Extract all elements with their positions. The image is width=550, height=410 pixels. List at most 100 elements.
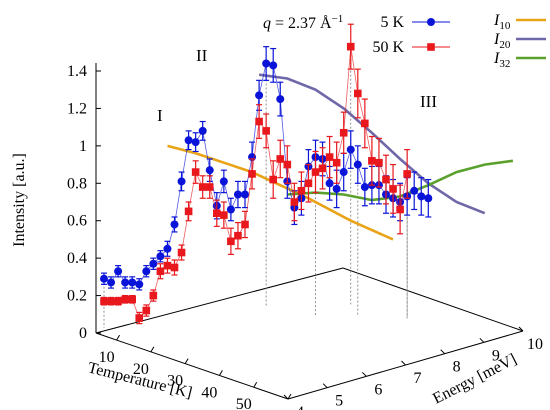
temperature-tick [150,346,155,353]
energy-tick-label: 10 [527,336,543,353]
point-50k [375,158,383,167]
point-50k [332,158,341,167]
point-5k [163,244,172,253]
point-50k [389,185,397,193]
point-5k [198,126,207,135]
energy-tick [283,394,289,400]
y-tick-label: 0.6 [67,213,87,230]
point-50k [198,183,207,191]
energy-tick-label: 8 [453,359,461,376]
point-50k [121,295,129,304]
point-5k [424,194,433,203]
point-50k [368,157,376,165]
point-5k [410,186,419,195]
point-50k [304,179,313,188]
legend-label-I20: I20 [493,31,511,51]
legend-marker-50k [427,43,435,51]
point-5k [233,190,242,199]
energy-tick-label: 9 [492,347,500,364]
legend-label-5k: 5 K [380,14,404,31]
energy-tick [479,337,485,343]
point-5k [121,278,130,287]
series-line-50k [104,46,408,319]
point-50k [290,198,299,206]
point-50k [361,119,369,128]
legend-label-I32: I32 [493,50,510,70]
energy-tick-label: 4 [296,404,304,410]
point-50k [276,155,285,163]
point-5k [149,259,158,268]
point-50k [100,297,108,305]
energy-tick [322,383,328,389]
point-50k [135,314,144,322]
annotation-I: I [157,106,163,125]
point-5k [241,190,249,199]
point-50k [297,186,306,195]
z-axis-label: Energy [meV] [430,351,519,408]
y-tick-label: 1.2 [67,100,87,117]
point-50k [403,170,411,178]
temperature-tick [116,334,121,341]
energy-tick [518,326,524,332]
y-tick-label: 1 [79,138,87,155]
point-5k [184,136,193,145]
point-50k [382,175,390,184]
energy-tick [440,349,446,355]
point-50k [318,164,327,173]
temperature-tick-label: 10 [99,349,115,366]
point-5k [219,177,228,186]
temperature-tick-label: 30 [167,373,183,390]
point-5k [191,138,200,147]
point-5k [177,177,186,186]
energy-tick-label: 5 [335,393,343,410]
point-50k [220,211,228,219]
y-axis-label: Intensity [a.u.] [11,153,28,247]
point-5k [269,61,278,70]
point-5k [107,278,116,287]
point-50k [156,267,165,276]
temperature-tick [184,358,189,364]
point-5k [114,267,123,276]
energy-tick [401,360,406,366]
point-50k [227,237,235,246]
point-50k [248,170,256,178]
temperature-tick [218,370,223,376]
y-tick-label: 1.4 [67,63,87,80]
legend-label-I10: I10 [493,12,511,32]
point-50k [149,291,158,300]
point-50k [213,209,221,218]
temperature-axis-line [95,332,289,400]
point-50k [170,263,179,272]
point-50k [191,168,200,176]
point-5k [226,205,235,214]
point-5k [346,145,355,154]
temperature-tick [287,393,292,400]
point-5k [262,59,271,68]
point-5k [339,168,348,177]
legend-marker-5k [427,18,435,26]
y-tick-label: 0.4 [67,250,87,267]
point-5k [332,184,341,193]
point-50k [283,160,292,169]
point-5k [128,278,137,287]
temperature-tick-label: 40 [201,384,217,401]
y-tick-label: 0.8 [67,175,87,192]
y-tick-label: 0.2 [67,288,87,305]
annotation-II: II [196,46,208,65]
point-5k [135,280,144,289]
point-5k [276,95,285,104]
legend-label-50k: 50 K [372,39,404,56]
point-5k [100,274,108,283]
point-50k [339,128,348,137]
point-5k [170,220,179,229]
point-50k [255,117,263,126]
temperature-tick [253,381,258,388]
point-50k [177,248,186,257]
point-5k [255,91,264,100]
floor-back-edge [95,267,344,334]
temperature-tick-label: 50 [236,396,252,410]
temperature-tick-label: 20 [133,361,149,378]
point-50k [262,127,270,135]
